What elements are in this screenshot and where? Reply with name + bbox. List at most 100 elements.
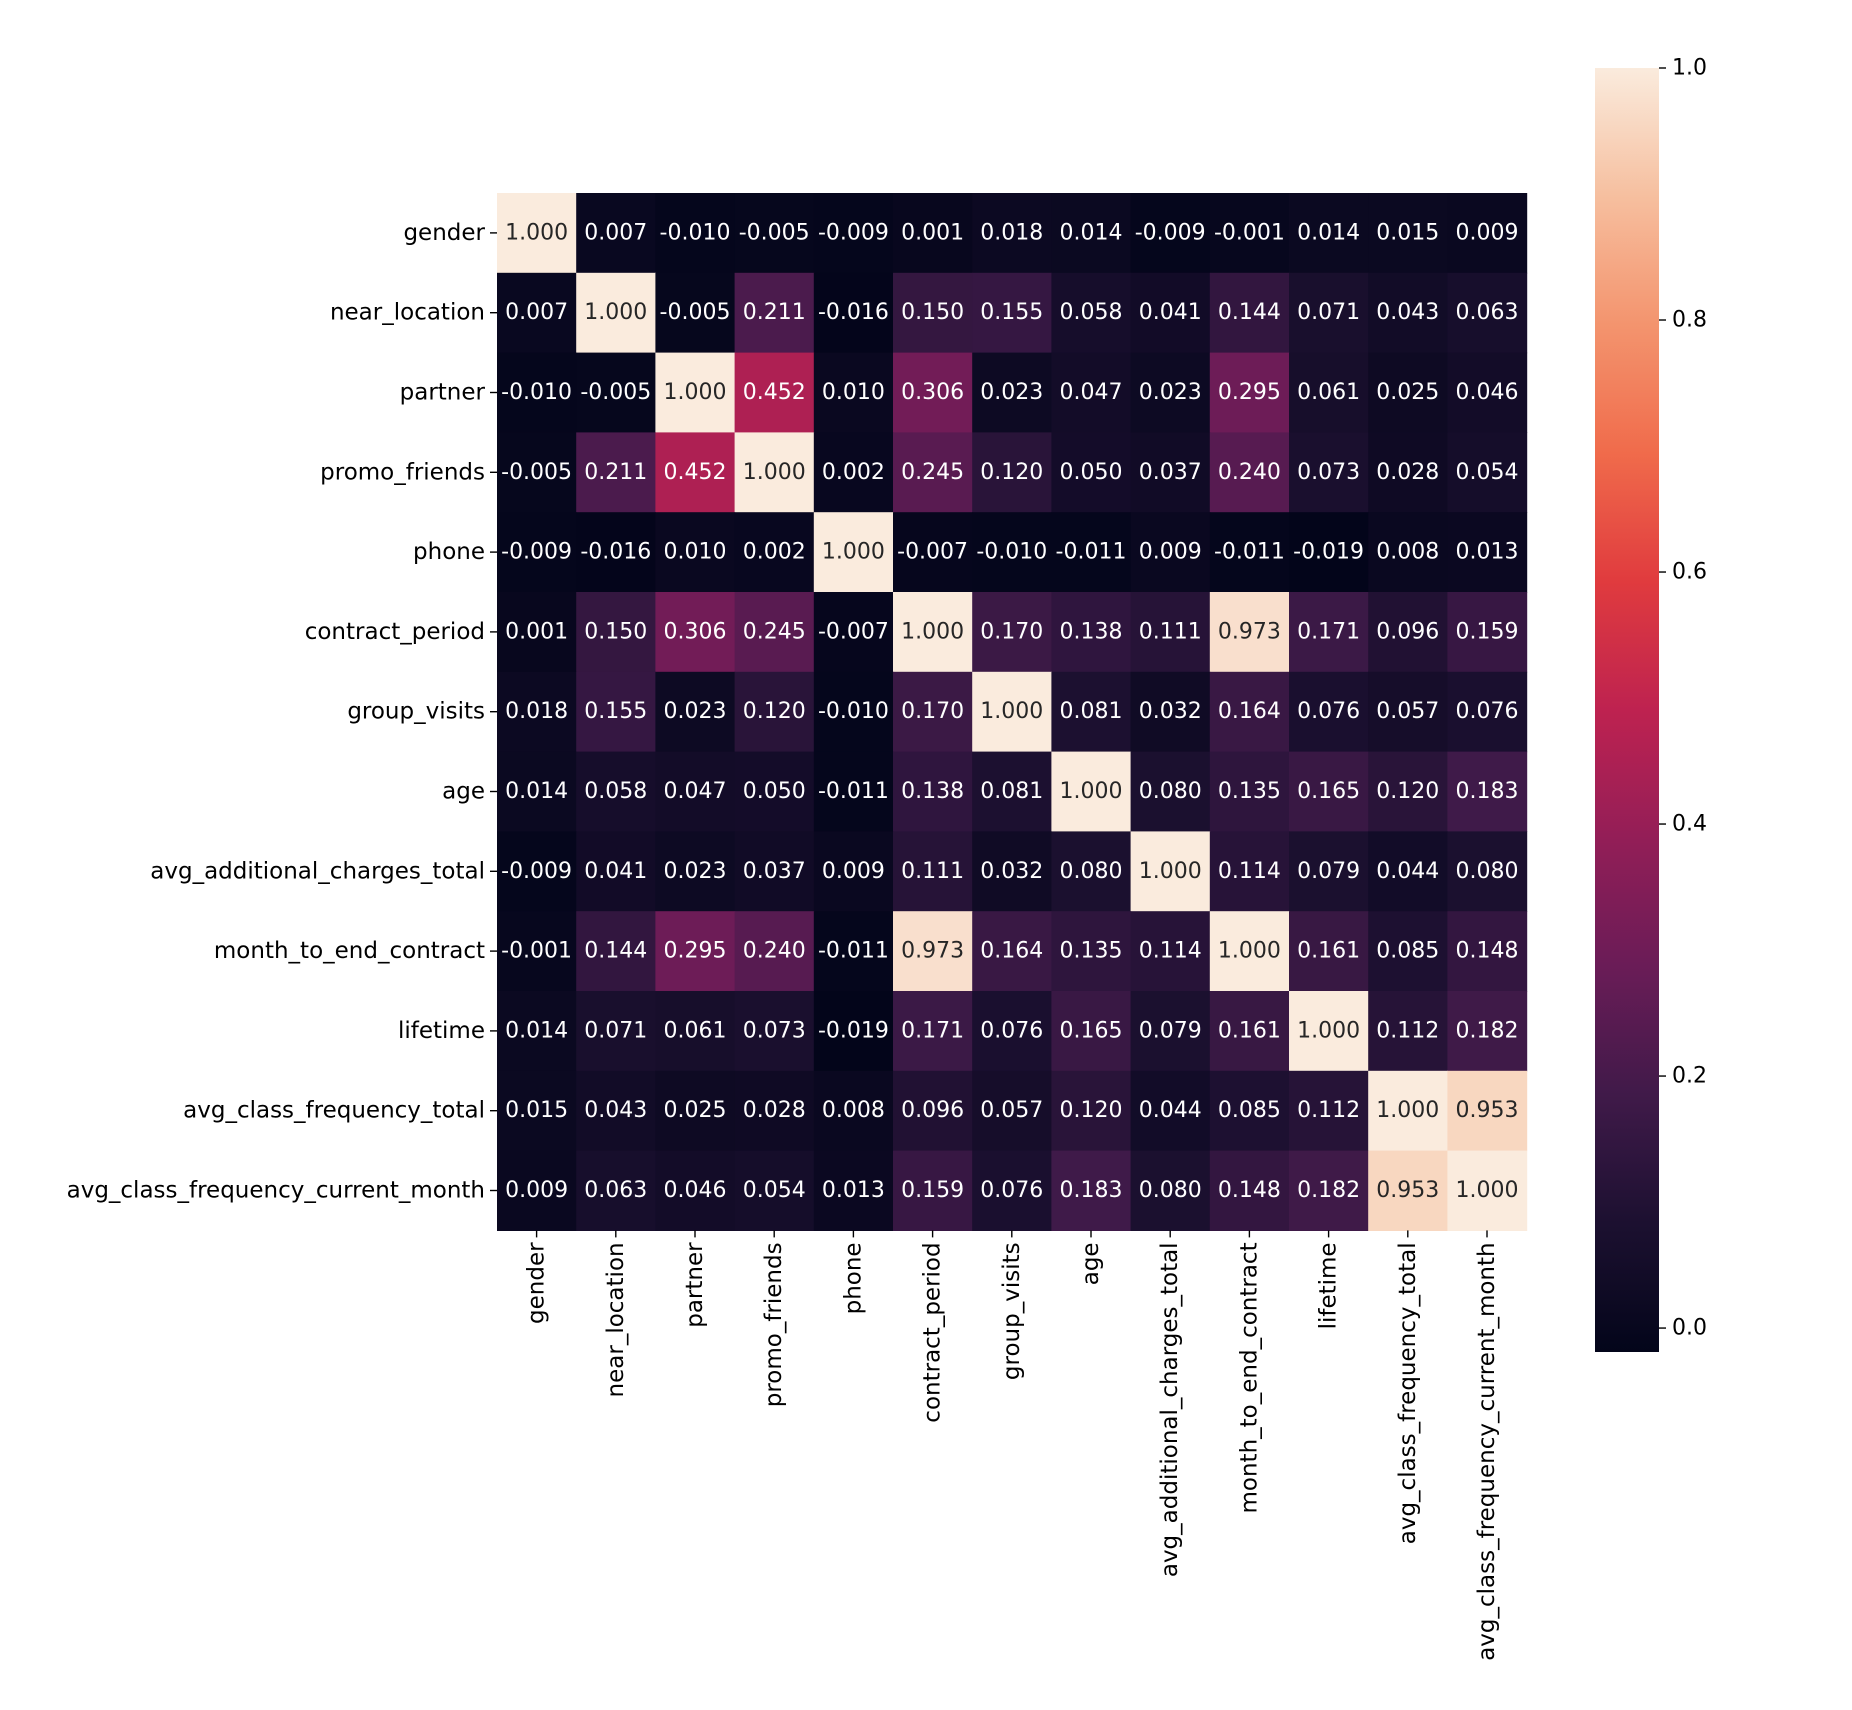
heatmap-cell-value: 0.007 bbox=[505, 300, 568, 325]
heatmap-cell-value: 0.953 bbox=[1456, 1098, 1519, 1123]
heatmap-cell bbox=[1447, 432, 1528, 513]
heatmap-cell bbox=[734, 1070, 815, 1152]
heatmap-cell-value: 0.155 bbox=[980, 300, 1043, 325]
heatmap-cell-value: -0.010 bbox=[660, 220, 731, 245]
heatmap-cell bbox=[1209, 512, 1290, 593]
heatmap-cell-value: 0.114 bbox=[1139, 939, 1202, 964]
heatmap-cell bbox=[1447, 512, 1528, 593]
heatmap-cell-value: 0.015 bbox=[505, 1098, 568, 1123]
heatmap-cell-value: 0.014 bbox=[1297, 220, 1360, 245]
heatmap-cell bbox=[655, 592, 736, 673]
heatmap-cell-value: 1.000 bbox=[664, 380, 727, 405]
heatmap-cell bbox=[1289, 512, 1369, 593]
heatmap-cell-value: 0.120 bbox=[1376, 779, 1439, 804]
heatmap-cell bbox=[1368, 193, 1448, 274]
heatmap-cell bbox=[1051, 1070, 1132, 1152]
heatmap-cell-value: 0.061 bbox=[664, 1018, 727, 1043]
heatmap-cell-value: 0.023 bbox=[980, 380, 1043, 405]
heatmap-cell-value: 0.041 bbox=[1139, 300, 1202, 325]
heatmap-cell-value: 1.000 bbox=[1376, 1098, 1439, 1123]
heatmap-cell bbox=[1209, 1150, 1290, 1231]
heatmap-cell bbox=[576, 193, 656, 274]
heatmap-cell-value: 0.245 bbox=[743, 619, 806, 644]
heatmap-cell bbox=[1130, 512, 1211, 593]
heatmap-cell bbox=[497, 671, 577, 753]
heatmap-cell bbox=[497, 432, 577, 513]
heatmap-cell-value: 0.010 bbox=[822, 380, 885, 405]
heatmap-cell bbox=[813, 432, 894, 513]
heatmap-cell-value: 0.058 bbox=[1060, 300, 1123, 325]
heatmap-cell bbox=[734, 272, 815, 354]
heatmap-cell bbox=[576, 512, 656, 593]
heatmap-cell-value: 0.014 bbox=[505, 1018, 568, 1043]
x-tick-label: near_location bbox=[603, 1242, 629, 1397]
heatmap-cell bbox=[972, 751, 1052, 832]
heatmap-cell bbox=[734, 352, 815, 433]
x-tick-label: avg_class_frequency_current_month bbox=[1474, 1242, 1500, 1660]
heatmap-cell bbox=[497, 751, 577, 832]
y-tick-label: promo_friends bbox=[320, 459, 485, 485]
x-tick-label: age bbox=[1078, 1242, 1104, 1285]
heatmap-cell-value: 0.159 bbox=[1456, 619, 1519, 644]
heatmap-cell bbox=[1368, 671, 1448, 753]
heatmap-cell-value: 0.150 bbox=[584, 619, 647, 644]
heatmap-cell-value: 0.452 bbox=[743, 380, 806, 405]
heatmap-cell bbox=[1130, 991, 1211, 1072]
heatmap-cell-value: 0.452 bbox=[664, 460, 727, 485]
heatmap-cell bbox=[893, 671, 973, 753]
heatmap-cell bbox=[1368, 991, 1448, 1072]
heatmap-cell-value: 0.002 bbox=[822, 460, 885, 485]
heatmap-cell bbox=[497, 831, 577, 912]
heatmap-cell bbox=[1289, 193, 1369, 274]
heatmap-cell-value: 1.000 bbox=[980, 699, 1043, 724]
heatmap-cell bbox=[972, 831, 1052, 912]
colorbar-tick-label: 0.0 bbox=[1672, 1316, 1707, 1341]
heatmap-cell-value: 0.015 bbox=[1376, 220, 1439, 245]
heatmap-cell-value: 1.000 bbox=[505, 220, 568, 245]
heatmap-cell bbox=[972, 991, 1052, 1072]
heatmap-cell-value: 0.081 bbox=[980, 779, 1043, 804]
heatmap-cell-value: 0.079 bbox=[1297, 859, 1360, 884]
heatmap-cell bbox=[655, 991, 736, 1072]
x-tick-label: avg_additional_charges_total bbox=[1157, 1242, 1183, 1577]
heatmap-cell-value: 0.171 bbox=[901, 1018, 964, 1043]
heatmap-cell-value: 1.000 bbox=[822, 540, 885, 565]
heatmap-cell-value: 0.120 bbox=[1060, 1098, 1123, 1123]
x-tick-label: avg_class_frequency_total bbox=[1395, 1242, 1421, 1544]
heatmap-cell bbox=[1051, 1150, 1132, 1231]
heatmap-cell-value: 0.028 bbox=[1376, 460, 1439, 485]
heatmap-cell bbox=[1209, 831, 1290, 912]
heatmap-cell bbox=[1447, 991, 1528, 1072]
heatmap-cell-value: 0.058 bbox=[584, 779, 647, 804]
heatmap-cell bbox=[893, 911, 973, 992]
heatmap-cell bbox=[1130, 831, 1211, 912]
heatmap-cell bbox=[1209, 911, 1290, 992]
heatmap-cell-value: 0.120 bbox=[743, 699, 806, 724]
heatmap-cell bbox=[893, 352, 973, 433]
heatmap-cell-value: 0.054 bbox=[1456, 460, 1519, 485]
heatmap-cell-value: 0.144 bbox=[584, 939, 647, 964]
heatmap-cell bbox=[734, 592, 815, 673]
heatmap-cell bbox=[1130, 671, 1211, 753]
heatmap-cell-value: 0.008 bbox=[1376, 540, 1439, 565]
heatmap-cell bbox=[1209, 432, 1290, 513]
heatmap-cell-value: 0.138 bbox=[901, 779, 964, 804]
heatmap-cell bbox=[1289, 991, 1369, 1072]
heatmap-cell-value: 0.071 bbox=[584, 1018, 647, 1043]
heatmap-cell bbox=[1447, 592, 1528, 673]
heatmap-cell bbox=[734, 193, 815, 274]
heatmap-cell bbox=[1051, 193, 1132, 274]
heatmap-cell-value: -0.011 bbox=[1056, 540, 1127, 565]
heatmap-cell bbox=[1368, 512, 1448, 593]
heatmap-cell-value: 1.000 bbox=[584, 300, 647, 325]
heatmap-cell-value: 0.148 bbox=[1456, 939, 1519, 964]
heatmap-cell-value: 0.096 bbox=[1376, 619, 1439, 644]
heatmap-cell bbox=[1209, 592, 1290, 673]
heatmap-cell-value: 1.000 bbox=[1218, 939, 1281, 964]
heatmap-cell bbox=[972, 512, 1052, 593]
colorbar-tick-label: 0.8 bbox=[1672, 308, 1707, 333]
x-tick-label: lifetime bbox=[1316, 1242, 1342, 1329]
heatmap-cell-value: -0.001 bbox=[1214, 220, 1285, 245]
heatmap-cell-value: 0.041 bbox=[584, 859, 647, 884]
heatmap-cell bbox=[972, 1150, 1052, 1231]
